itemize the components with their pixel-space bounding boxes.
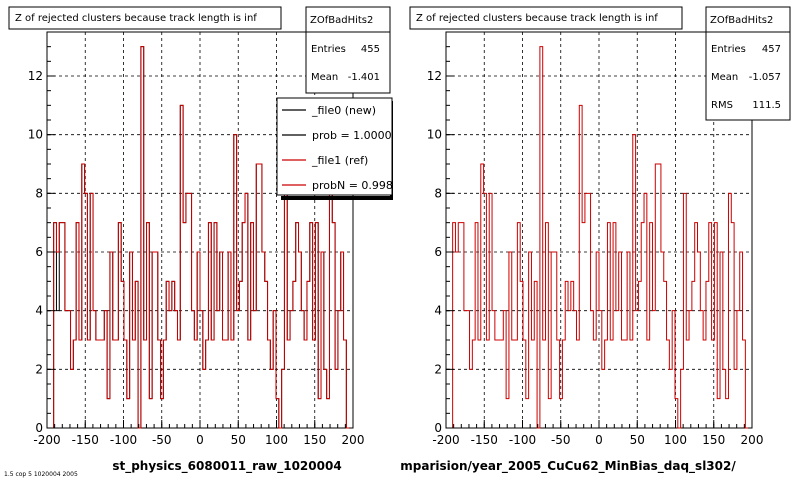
x-tick-label: 50 (231, 433, 246, 447)
y-tick-label: 0 (35, 421, 43, 435)
x-tick-label: -150 (72, 433, 99, 447)
y-tick-label: 0 (434, 421, 442, 435)
left-stats-name: ZOfBadHits2 (310, 15, 373, 26)
left-stats-entries: 455 (361, 44, 380, 55)
x-tick-label: 0 (595, 433, 603, 447)
left-stats-mean: -1.401 (348, 72, 380, 83)
left-stats-mean-label: Mean (311, 72, 338, 83)
x-tick-label: -200 (33, 433, 60, 447)
left-axes: -200 -150 -100 -50 0 50 100 150 200 0 2 4 6 8 10 12 (28, 31, 365, 447)
right-title-box: Z of rejected clusters because track len… (409, 6, 683, 30)
right-stats-box: ZOfBadHits2 Entries 457 Mean -1.057 RMS … (705, 6, 791, 121)
x-tick-label: 50 (630, 433, 645, 447)
x-tick-label: 200 (342, 433, 365, 447)
x-tick-label: 150 (702, 433, 725, 447)
y-tick-label: 6 (434, 245, 442, 259)
right-stats-rms: 111.5 (752, 100, 781, 111)
y-tick-label: 12 (28, 69, 43, 83)
right-x-axis-label: mparision/year_2005_CuCu62_MinBias_daq_s… (400, 459, 736, 474)
legend-label: prob = 1.000000 (312, 129, 406, 142)
x-tick-label: -50 (152, 433, 172, 447)
x-tick-label: 150 (303, 433, 326, 447)
x-tick-label: 200 (741, 433, 764, 447)
left-title: Z of rejected clusters because track len… (15, 13, 257, 24)
right-stats-entries: 457 (762, 44, 781, 55)
legend-label: _file1 (ref) (311, 154, 368, 167)
x-tick-label: -200 (432, 433, 459, 447)
right-stats-name: ZOfBadHits2 (710, 15, 773, 26)
x-tick-label: -100 (110, 433, 137, 447)
histogram-series-0 (449, 46, 749, 429)
x-tick-label: 100 (664, 433, 687, 447)
x-tick-label: 0 (196, 433, 204, 447)
x-tick-label: -150 (471, 433, 498, 447)
footer-text: 1.5 cop 5 1020004 2005 (4, 471, 78, 478)
right-pad: -200 -150 -100 -50 0 50 100 150 200 0 2 4 6 8 10 12 mpa… (400, 31, 764, 474)
legend-entries: _file0 (new) prob = 1.000000 _file1 (ref) p… (282, 104, 414, 192)
left-stats-entries-label: Entries (311, 44, 346, 55)
left-histograms (50, 46, 350, 429)
y-tick-label: 4 (35, 304, 43, 318)
left-stats-box: ZOfBadHits2 Entries 455 Mean -1.401 (305, 6, 391, 94)
y-tick-label: 6 (35, 245, 43, 259)
x-tick-label: -100 (509, 433, 536, 447)
y-tick-label: 8 (434, 186, 442, 200)
right-histograms (449, 46, 749, 429)
left-x-axis-label: st_physics_6080011_raw_1020004 (112, 459, 341, 474)
y-tick-label: 10 (28, 128, 43, 142)
y-tick-label: 4 (434, 304, 442, 318)
y-tick-label: 12 (427, 69, 442, 83)
y-tick-label: 2 (35, 362, 43, 376)
right-stats-mean: -1.057 (749, 72, 781, 83)
y-tick-label: 10 (427, 128, 442, 142)
right-stats-rms-label: RMS (711, 100, 733, 111)
y-tick-label: 8 (35, 186, 43, 200)
left-title-box: Z of rejected clusters because track len… (8, 6, 282, 30)
legend: _file0 (new) prob = 1.000000 _file1 (ref) p… (276, 97, 414, 200)
right-title: Z of rejected clusters because track len… (416, 13, 658, 24)
legend-label: _file0 (new) (311, 104, 376, 117)
right-axes: -200 -150 -100 -50 0 50 100 150 200 0 2 4 6 8 10 12 (427, 31, 764, 447)
right-stats-entries-label: Entries (711, 44, 746, 55)
x-tick-label: -50 (551, 433, 571, 447)
x-tick-label: 100 (265, 433, 288, 447)
y-tick-label: 2 (434, 362, 442, 376)
legend-label: probN = 0.998581 (312, 179, 414, 192)
right-stats-mean-label: Mean (711, 72, 738, 83)
histogram-series-1 (50, 46, 350, 429)
